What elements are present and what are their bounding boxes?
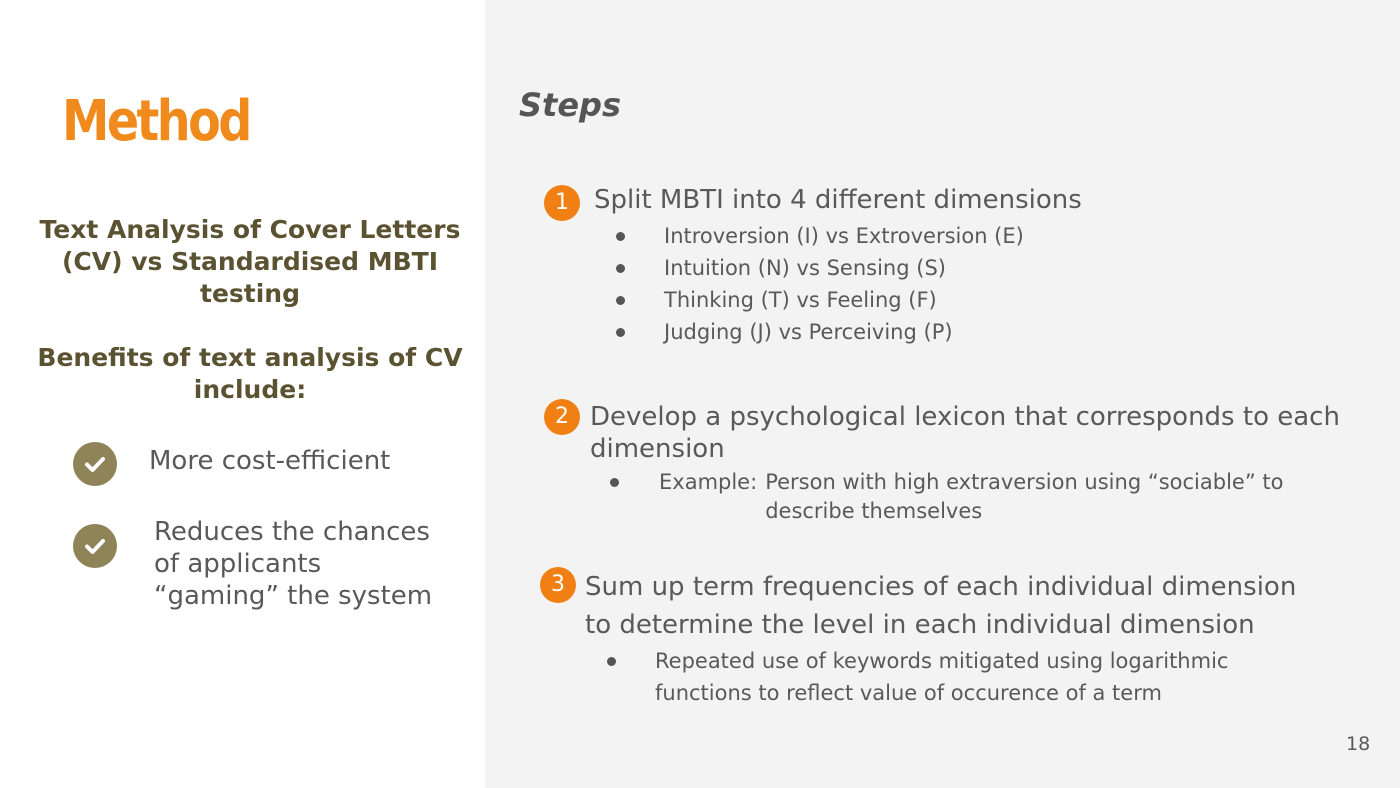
- bullet-dot-icon: [610, 478, 619, 487]
- bullet-dot-icon: [616, 232, 625, 241]
- page-number: 18: [1346, 733, 1371, 755]
- list-item-text: Introversion (I) vs Extroversion (E): [664, 224, 1024, 248]
- benefit-text: More cost-efficient: [149, 446, 391, 476]
- right-panel: [485, 0, 1400, 788]
- steps-heading: Steps: [519, 86, 621, 124]
- check-circle-icon: [73, 524, 117, 568]
- list-item: Example: Person with high extraversion us…: [610, 468, 1305, 526]
- dimension-list: Introversion (I) vs Extroversion (E) Int…: [616, 220, 1024, 348]
- list-item-text: Repeated use of keywords mitigated using…: [655, 649, 1229, 705]
- step-text: Develop a psychological lexicon that cor…: [590, 402, 1340, 464]
- bullet-dot-icon: [616, 264, 625, 273]
- step-text: Sum up term frequencies of each individu…: [585, 572, 1297, 640]
- step-number-badge: 1: [544, 185, 580, 221]
- list-item-text: Thinking (T) vs Feeling (F): [664, 288, 937, 312]
- example-list: Example: Person with high extraversion us…: [610, 468, 1305, 526]
- list-item: Intuition (N) vs Sensing (S): [616, 252, 1024, 284]
- list-item: Thinking (T) vs Feeling (F): [616, 284, 1024, 316]
- benefit-item: More cost-efficient: [73, 442, 390, 486]
- example-text: Person with high extraversion using “soc…: [765, 470, 1284, 523]
- subtitle-benefits: Benefits of text analysis of CV include:: [37, 343, 463, 404]
- bullet-dot-icon: [607, 657, 616, 666]
- benefit-text: Reduces the chances of applicants “gamin…: [154, 517, 433, 611]
- list-item: Judging (J) vs Perceiving (P): [616, 316, 1024, 348]
- benefit-item: Reduces the chances of applicants “gamin…: [73, 517, 454, 612]
- bullet-dot-icon: [616, 296, 625, 305]
- step-number-badge: 3: [540, 567, 576, 603]
- example-label: Example:: [659, 470, 758, 494]
- bullet-dot-icon: [616, 328, 625, 337]
- check-circle-icon: [73, 442, 117, 486]
- list-item-text: Judging (J) vs Perceiving (P): [664, 320, 953, 344]
- step-number-badge: 2: [544, 399, 580, 435]
- slide-title: Method: [62, 89, 252, 154]
- list-item: Repeated use of keywords mitigated using…: [607, 645, 1275, 709]
- list-item-text: Intuition (N) vs Sensing (S): [664, 256, 946, 280]
- list-item: Introversion (I) vs Extroversion (E): [616, 220, 1024, 252]
- note-list: Repeated use of keywords mitigated using…: [607, 645, 1275, 709]
- step-text: Split MBTI into 4 different dimensions: [594, 185, 1082, 215]
- subtitle-comparison: Text Analysis of Cover Letters (CV) vs S…: [39, 215, 461, 308]
- left-panel: [0, 0, 485, 788]
